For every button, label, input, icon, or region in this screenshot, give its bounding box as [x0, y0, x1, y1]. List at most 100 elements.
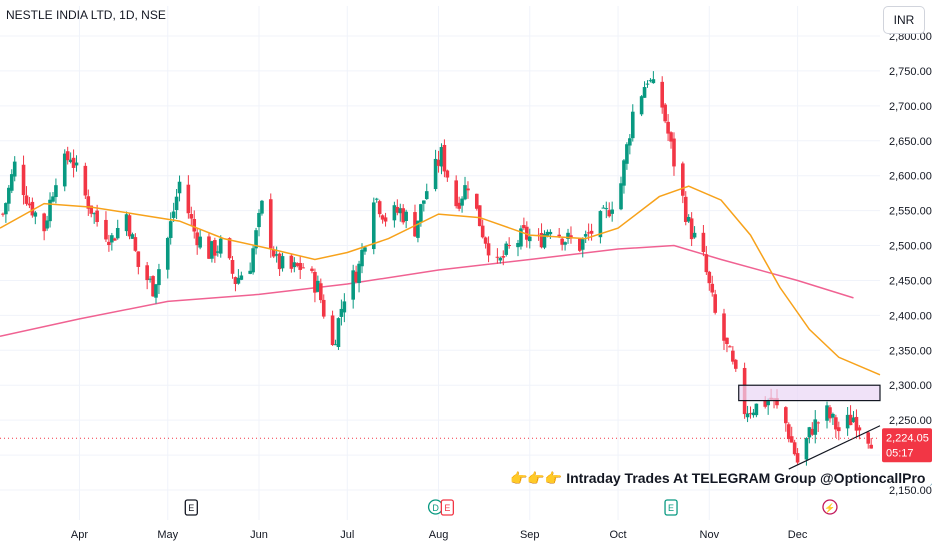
candle-body [251, 248, 255, 273]
candle-body [280, 256, 285, 269]
pushpin-icon: 📌 [929, 470, 932, 486]
candle-body [557, 234, 561, 237]
candle-body [168, 221, 173, 238]
candle-body [501, 256, 506, 258]
candle-body [439, 147, 444, 167]
candle-body [207, 236, 211, 259]
price-tick-label: 2,700.00 [889, 101, 932, 113]
candle-body [401, 208, 406, 223]
candle-body [525, 226, 529, 240]
candle-body [692, 232, 697, 238]
candle-body [310, 268, 314, 271]
candle-body [707, 271, 712, 284]
candle-body [731, 350, 735, 362]
event-marker [822, 499, 838, 515]
price-tick-label: 2,600.00 [889, 171, 932, 183]
candle-body [651, 79, 656, 84]
price-tick-label: 2,800.00 [889, 31, 932, 43]
candle-body [474, 193, 479, 209]
candle-body [419, 204, 423, 222]
support-trendline [788, 425, 881, 470]
candle-body [230, 259, 235, 274]
candle-body [254, 230, 258, 249]
candle-body [218, 238, 223, 254]
candle-body [480, 225, 485, 238]
candle-body [442, 144, 447, 172]
price-tick-label: 2,500.00 [889, 241, 932, 253]
candle-body [786, 424, 791, 440]
time-tick-label: Dec [788, 529, 808, 541]
candle-body [74, 162, 79, 166]
candle-body [27, 203, 32, 206]
candle-body [586, 232, 591, 234]
candle-body [292, 262, 297, 268]
candle-body [701, 232, 706, 253]
candle-body [198, 236, 202, 248]
currency-button[interactable]: INR [883, 6, 925, 34]
candle-body [360, 249, 364, 267]
candle-body [710, 283, 715, 293]
candle-body [371, 202, 376, 250]
price-tick-label: 2,550.00 [889, 206, 932, 218]
candle-body [516, 242, 520, 248]
candle-body [215, 251, 220, 253]
candle-body [630, 111, 635, 139]
time-tick-label: Nov [700, 529, 720, 541]
candle-body [460, 198, 464, 206]
candle-body [321, 299, 326, 317]
candle-body [563, 242, 567, 245]
candle-body [857, 427, 862, 431]
candle-body [660, 81, 665, 108]
price-axis: 2,800.00 2,750.00 2,700.00 2,650.00 2,600.00… [882, 31, 932, 497]
candle-body [395, 206, 400, 213]
candle-body [316, 280, 320, 292]
candle-body [319, 283, 323, 301]
candle-body [186, 184, 191, 214]
pointing-hand-icon: 👉👉👉 [510, 470, 563, 486]
candle-body [628, 138, 632, 146]
candle-body [619, 183, 623, 210]
candle-body [68, 159, 73, 163]
candle-body [728, 346, 732, 348]
chart-title: NESTLE INDIA LTD, 1D, NSE [6, 8, 166, 22]
candle-body [89, 205, 94, 214]
candle-body [725, 337, 729, 345]
candle-body [622, 160, 626, 186]
candle-body [95, 210, 99, 223]
candle-body [380, 215, 385, 220]
candle-body [851, 417, 856, 423]
candle-body [154, 284, 158, 298]
price-tick-label: 2,300.00 [889, 380, 932, 392]
candle-body [713, 294, 717, 313]
annotation-label: Intraday Trades At TELEGRAM Group @Optio… [566, 470, 926, 486]
candle-body [454, 180, 458, 207]
candle-body [831, 413, 835, 418]
time-tick-label: Sep [520, 529, 540, 541]
candle-body [795, 453, 800, 463]
candle-body [71, 157, 76, 168]
candle-body [745, 413, 750, 418]
candle-body [133, 237, 138, 251]
candle-body [157, 269, 161, 286]
candle-body [301, 267, 305, 269]
candle-body [504, 243, 509, 255]
candle-body [583, 234, 588, 237]
candle-body [7, 187, 11, 204]
candle-body [869, 444, 873, 449]
candle-body [330, 315, 335, 346]
candle-body [848, 414, 853, 426]
candle-body [239, 275, 244, 280]
candle-body [828, 407, 832, 419]
candle-body [663, 104, 667, 122]
candle-body [754, 403, 759, 416]
candle-body [466, 188, 470, 191]
candle-body [672, 138, 676, 167]
candle-body [545, 231, 550, 236]
candle-body [813, 419, 818, 435]
last-price-label: 2,224.05 [886, 432, 929, 444]
candle-body [363, 247, 367, 252]
candle-body [277, 253, 282, 270]
candle-body [30, 201, 35, 216]
candle-body [54, 185, 58, 198]
candle-body [1, 213, 5, 215]
